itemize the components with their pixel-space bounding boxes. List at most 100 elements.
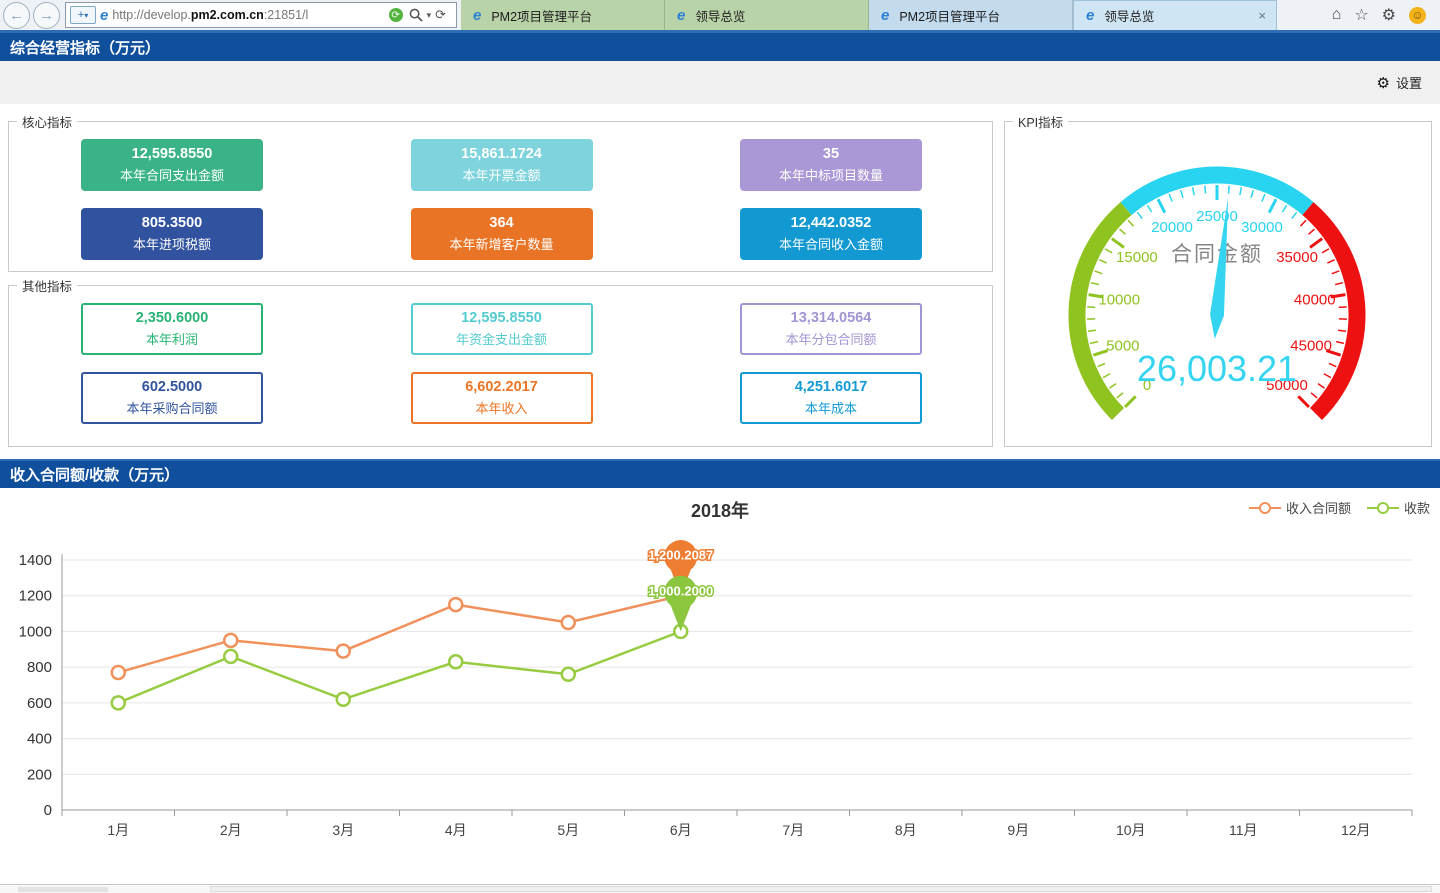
data-point[interactable] <box>110 664 126 681</box>
x-axis-label: 5月 <box>557 822 579 838</box>
kpi-card-outline: 2,350.6000 本年利润 <box>81 303 263 355</box>
gauge-tick <box>1127 219 1135 227</box>
gauge-band <box>1302 202 1366 421</box>
kpi-card-label: 年资金支出金额 <box>455 332 547 347</box>
browser-chrome: ← → + ▾ e http://develop.pm2.com.cn:21851… <box>0 0 1440 30</box>
kpi-card-value: 12,442.0352 <box>790 215 872 231</box>
gauge-tick <box>1325 349 1342 357</box>
gauge-tick <box>1310 392 1318 399</box>
kpi-card-value: 13,314.0564 <box>790 310 872 326</box>
tab-favicon-icon: e <box>1086 7 1095 24</box>
data-point[interactable] <box>448 596 464 613</box>
kpi-card-label: 本年中标项目数量 <box>778 168 883 183</box>
settings-button[interactable]: 设置 <box>1395 76 1422 91</box>
gauge-tick <box>1331 270 1340 275</box>
browser-tab-1[interactable]: e PM2项目管理平台 <box>461 0 665 30</box>
kpi-card-value: 6,602.2017 <box>465 379 538 395</box>
settings-gear-icon[interactable]: ⚙ <box>1376 74 1390 92</box>
section-header-income: 收入合同额/收款（万元） <box>0 459 1440 488</box>
address-bar[interactable]: + ▾ e http://develop.pm2.com.cn:21851/l ⟳… <box>65 2 457 28</box>
x-axis-label: 3月 <box>332 822 354 838</box>
gauge-tick-label: 45000 <box>1290 338 1332 355</box>
marker-label: 1,200.2087 <box>648 548 713 563</box>
income-line-chart: 0 200 400 600 800 1000 1200 1400 1月 2月 3月 4月 5月 6月 7月 8… <box>19 540 1413 838</box>
back-button[interactable]: ← <box>3 1 30 29</box>
data-point[interactable] <box>335 691 351 708</box>
data-point[interactable] <box>335 643 351 659</box>
gauge-tick <box>1092 349 1109 357</box>
series-line <box>117 630 682 705</box>
gauge-tick <box>1090 281 1100 286</box>
y-axis-label: 200 <box>27 766 52 783</box>
gauge-tick <box>1156 198 1167 214</box>
gauge-tick <box>1124 395 1137 408</box>
gauge-tick <box>1308 228 1316 235</box>
data-point[interactable] <box>223 648 239 665</box>
gauge-tick <box>1250 189 1254 199</box>
kpi-card: 12,442.0352 本年合同收入金额 <box>740 208 922 260</box>
data-point[interactable] <box>560 666 576 683</box>
x-axis-label: 12月 <box>1341 822 1371 838</box>
search-dropdown-icon[interactable]: ▾ <box>426 9 432 20</box>
gauge-tick-label: 40000 <box>1294 292 1336 309</box>
browser-tab-3[interactable]: e PM2项目管理平台 <box>869 0 1073 30</box>
refresh-icon[interactable]: ⟳ <box>435 7 446 22</box>
gauge-tick <box>1116 392 1124 399</box>
back-icon: ← <box>9 6 24 24</box>
data-point[interactable] <box>223 632 239 649</box>
browser-tab-2[interactable]: e 领导总览 <box>665 0 869 30</box>
data-point[interactable] <box>110 695 126 711</box>
gauge-tick <box>1089 340 1099 345</box>
x-axis-label: 11月 <box>1229 822 1258 838</box>
core-indicators-panel: 核心指标 12,595.8550 本年合同支出金额 15,861.1724 本年开票… <box>8 112 993 272</box>
y-axis-label: 1000 <box>19 623 52 640</box>
gauge-tick <box>1291 211 1298 220</box>
gauge-tick <box>1338 306 1347 309</box>
tab-title: 领导总览 <box>695 9 746 24</box>
tab-favicon-icon: e <box>473 6 482 24</box>
marker-pin[interactable] <box>664 575 698 632</box>
forward-button[interactable]: → <box>33 1 60 29</box>
gauge-title: 合同金额 <box>1171 243 1263 266</box>
browser-settings-gear-icon[interactable]: ⚙ <box>1381 7 1396 24</box>
data-point[interactable] <box>560 614 576 631</box>
browser-tab-4-active[interactable]: e 领导总览 × <box>1073 0 1277 30</box>
url-field[interactable]: http://develop.pm2.com.cn:21851/l <box>112 8 309 22</box>
income-chart-area: 2018年 收入合同额 收款 0 200 400 600 800 1000 1200 1400… <box>0 488 1440 884</box>
gauge-tick <box>1323 373 1332 379</box>
gauge-tick-label: 10000 <box>1098 292 1140 309</box>
gauge-tick-label: 25000 <box>1196 208 1238 225</box>
gauge-tick <box>1267 198 1278 214</box>
kpi-card-outline: 4,251.6017 本年成本 <box>740 372 922 424</box>
marker-pin[interactable] <box>664 540 698 596</box>
kpi-card-value: 805.3500 <box>141 215 203 231</box>
gauge-tick <box>1299 219 1307 227</box>
kpi-card-outline: 602.5000 本年采购合同额 <box>81 372 263 424</box>
kpi-card-label: 本年采购合同额 <box>126 401 218 416</box>
core-indicators-legend: 核心指标 <box>22 116 73 130</box>
gauge-tick <box>1094 270 1103 275</box>
kpi-card: 364 本年新增客户数量 <box>410 208 593 260</box>
gauge-tick <box>1309 237 1324 249</box>
x-axis-label: 9月 <box>1007 822 1029 838</box>
data-point[interactable] <box>448 654 464 670</box>
gauge-tick <box>1335 340 1345 345</box>
gauge-tick <box>1102 373 1111 379</box>
kpi-card: 15,861.1724 本年开票金额 <box>410 139 593 191</box>
legend-item-contract[interactable]: 收入合同额 <box>1248 498 1351 517</box>
legend-marker-icon <box>1248 501 1281 514</box>
favorites-star-icon[interactable]: ☆ <box>1354 7 1369 24</box>
kpi-gauge-panel: KPI指标 0 5000 10000 15000 20000 25000 30000 3500… <box>1004 112 1432 447</box>
kpi-card-label: 本年开票金额 <box>462 168 541 183</box>
tab-favicon-icon: e <box>677 6 686 24</box>
tab-close-icon[interactable]: × <box>1258 8 1266 23</box>
feedback-smiley-icon[interactable]: ☺ <box>1409 6 1426 24</box>
legend-item-receipts[interactable]: 收款 <box>1366 498 1430 517</box>
compat-view-icon[interactable]: + ▾ <box>70 6 96 24</box>
kpi-gauge-legend: KPI指标 <box>1018 116 1064 130</box>
gauge-tick <box>1204 185 1207 194</box>
kpi-card-value: 4,251.6017 <box>794 379 868 395</box>
search-icon[interactable] <box>409 8 423 22</box>
gauge-tick-label: 20000 <box>1151 219 1193 236</box>
home-icon[interactable]: ⌂ <box>1331 6 1342 23</box>
